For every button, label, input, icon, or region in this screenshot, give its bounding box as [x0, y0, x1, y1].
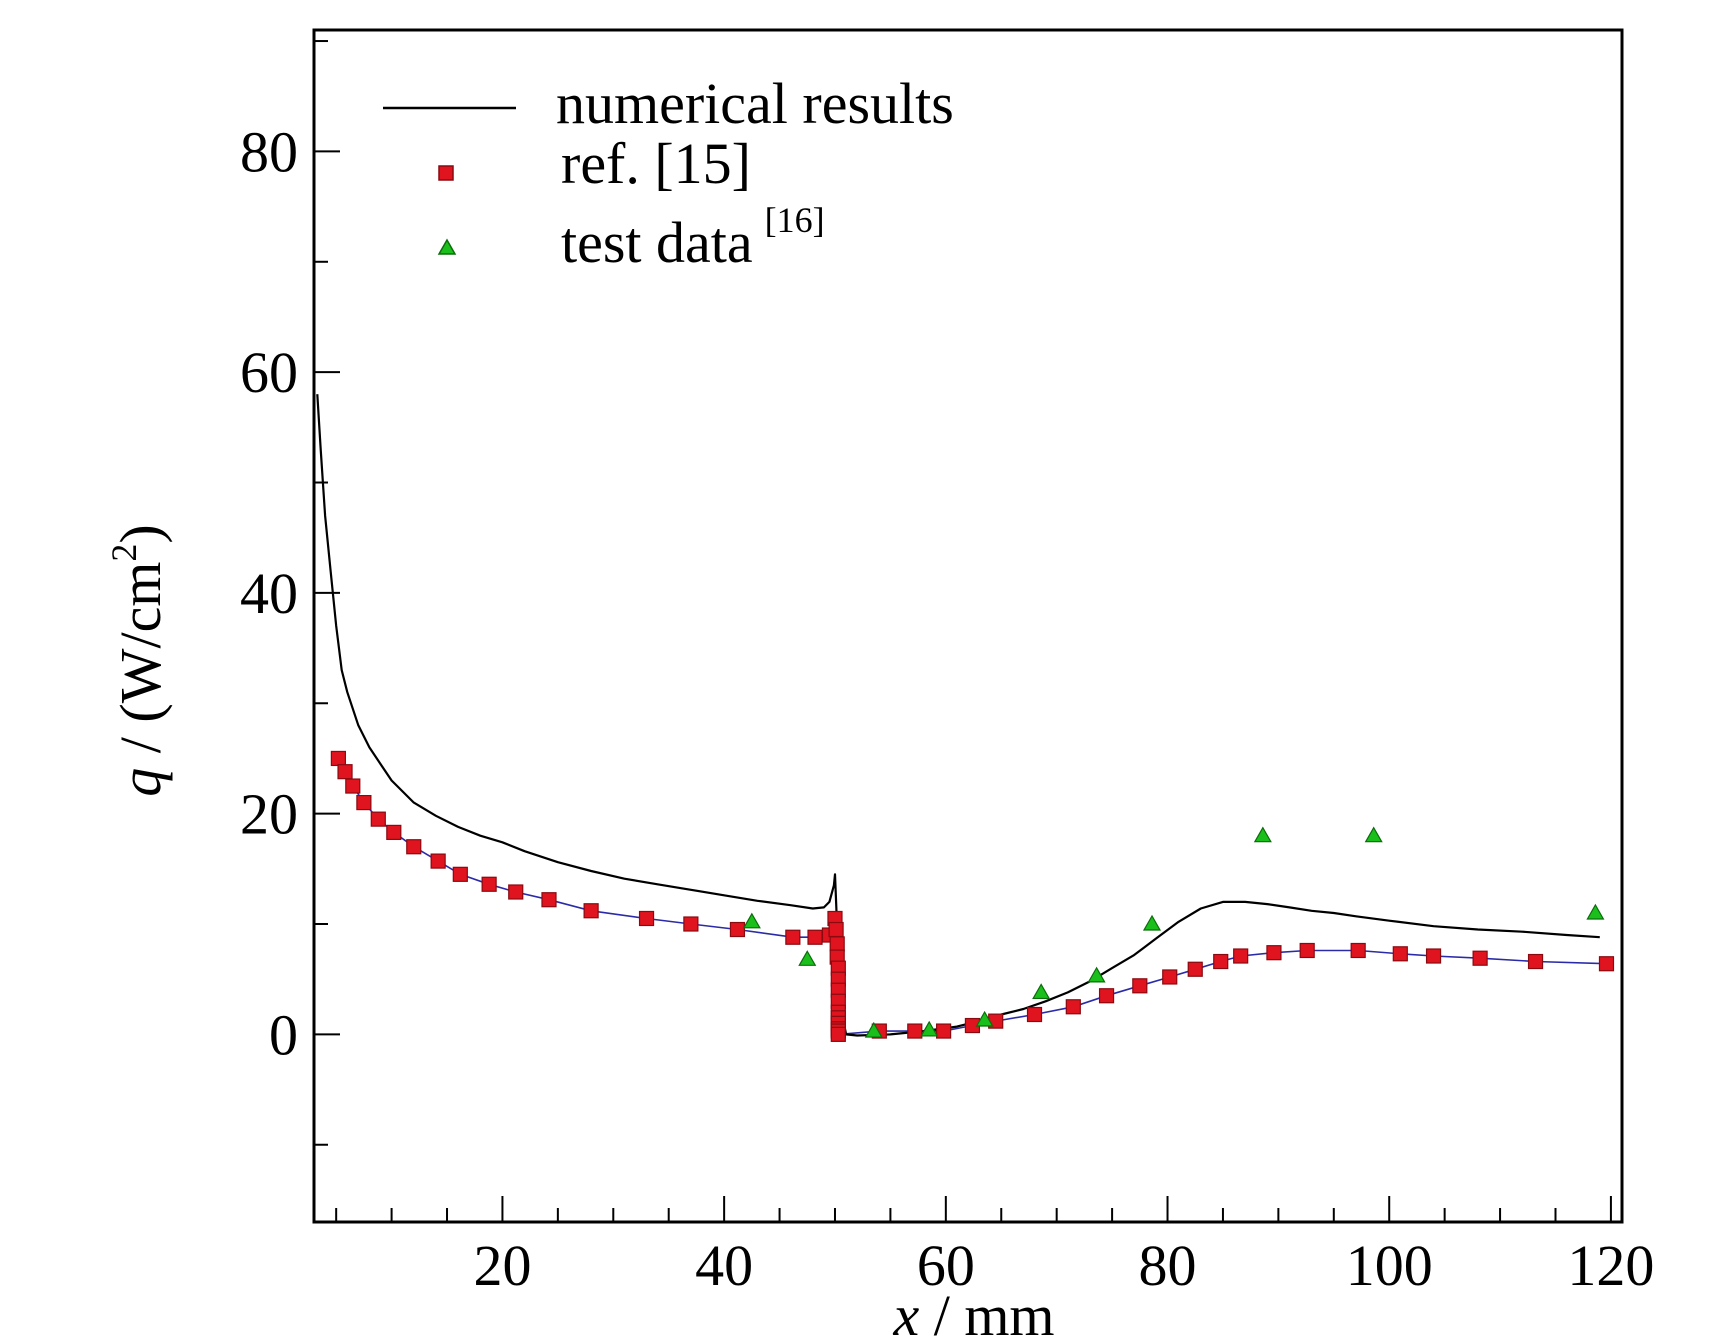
legend-swatch-ref-15 — [438, 165, 454, 181]
ref-15-point — [807, 929, 823, 945]
ref-15-point — [1472, 950, 1488, 966]
ref-15-point — [1350, 942, 1366, 959]
ref-15-point — [1132, 978, 1148, 994]
test-data-point — [1586, 903, 1605, 920]
ref-15-point — [337, 764, 353, 780]
y-axis-unit: (W/cm — [108, 562, 173, 723]
test-marker-layer — [742, 826, 1605, 1038]
ref-15-point — [1392, 946, 1408, 962]
ref-15-point — [828, 921, 844, 938]
ref-15-point — [785, 929, 801, 945]
ref-15-point — [452, 866, 468, 882]
x-tick-label: 100 — [1346, 1233, 1433, 1298]
ref-15-point — [583, 903, 599, 919]
y-tick-label: 40 — [240, 561, 298, 626]
ref-15-point — [936, 1023, 952, 1039]
x-tick-label: 40 — [695, 1233, 753, 1298]
ref-15-point — [829, 936, 845, 952]
test-data-point — [864, 1021, 883, 1038]
legend-swatch-test-data — [437, 238, 457, 255]
legend-label-test-data: test data [16] — [561, 200, 825, 275]
ref-15-point — [430, 853, 446, 869]
ref-15-point — [1299, 942, 1315, 959]
ref-15-point — [830, 1026, 846, 1042]
y-tick-label: 20 — [240, 782, 298, 847]
test-data-point — [1253, 826, 1272, 843]
test-data-point — [1087, 966, 1106, 983]
x-axis: 20 40 60 80 100 120 — [335, 1196, 1654, 1298]
y-axis: 0 20 40 60 80 — [240, 40, 340, 1146]
y-tick-label: 0 — [269, 1002, 298, 1067]
y-axis-separator: / — [108, 723, 173, 768]
ref-marker-layer — [330, 750, 1615, 1042]
ref-15-point — [481, 876, 497, 892]
ref-15-point — [907, 1023, 923, 1039]
x-axis-title: x / mm — [892, 1283, 1054, 1341]
ref-15-point — [1527, 953, 1544, 970]
legend-label-test-data-superscript: [16] — [765, 200, 825, 240]
legend-label-ref-15: ref. [15] — [561, 131, 751, 196]
ref-15-point — [386, 824, 402, 840]
x-axis-unit: mm — [964, 1283, 1054, 1341]
x-axis-separator: / — [919, 1283, 964, 1341]
ref-15-point — [330, 750, 346, 767]
y-axis-variable: q — [108, 768, 173, 797]
ref-15-point — [729, 921, 746, 938]
ref-15-point — [1266, 945, 1282, 961]
test-data-point — [1364, 826, 1383, 843]
ref-15-point — [1065, 999, 1081, 1015]
ref-15-point — [406, 839, 422, 855]
y-axis-unit-superscript: 2 — [104, 544, 144, 562]
x-axis-variable: x — [892, 1283, 919, 1341]
ref-15-point — [1425, 948, 1442, 964]
x-tick-label: 60 — [917, 1233, 975, 1298]
ref-15-point — [508, 884, 524, 900]
test-data-point — [742, 912, 761, 929]
ref-15-point — [1162, 969, 1178, 985]
plot-frame — [312, 28, 1624, 1224]
y-tick-label: 80 — [240, 119, 298, 184]
ref-15-point — [1233, 948, 1249, 964]
ref-15-point — [683, 916, 699, 932]
ref-15-point — [1598, 956, 1615, 972]
ref-15-point — [1098, 988, 1115, 1004]
ref-15-point — [541, 892, 557, 908]
y-axis-title: q / (W/cm2) — [104, 524, 173, 796]
ref-15-point — [1213, 953, 1229, 970]
test-data-point — [975, 1010, 994, 1027]
legend: numerical results ref. [15] test data [16… — [383, 71, 954, 275]
y-tick-label: 60 — [240, 340, 298, 405]
ref-15-point — [1026, 1006, 1043, 1023]
test-data-point — [1032, 983, 1051, 1000]
ref-15-point — [345, 778, 361, 794]
x-tick-label: 20 — [473, 1233, 531, 1298]
test-data-point — [920, 1020, 939, 1037]
test-data-point — [798, 950, 817, 966]
legend-label-test-data-text: test data — [561, 210, 753, 275]
ref-15-point — [1187, 961, 1203, 977]
y-axis-unit-close: ) — [108, 524, 173, 543]
x-tick-label: 120 — [1567, 1233, 1654, 1298]
ref-15-point — [370, 811, 386, 827]
ref-15-point — [638, 910, 655, 927]
legend-label-numerical-results: numerical results — [556, 71, 954, 136]
test-data-point — [1142, 914, 1162, 931]
ref-15-point — [356, 794, 372, 811]
x-tick-label: 80 — [1139, 1233, 1197, 1298]
